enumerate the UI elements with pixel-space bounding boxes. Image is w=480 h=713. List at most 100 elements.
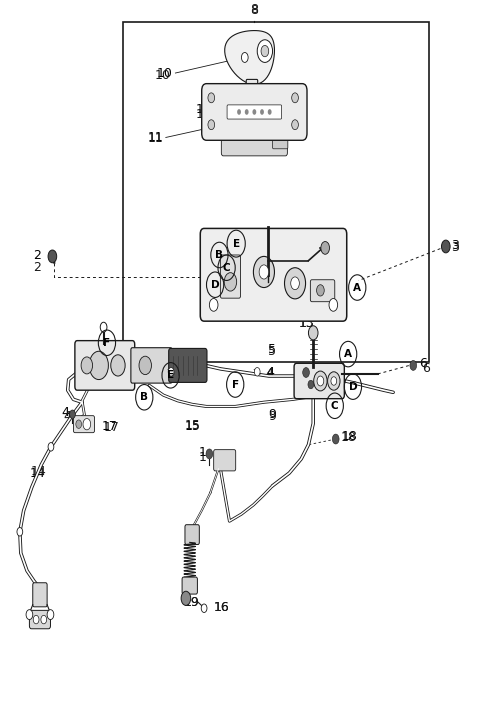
FancyBboxPatch shape — [311, 279, 335, 302]
Circle shape — [309, 326, 318, 340]
FancyBboxPatch shape — [131, 348, 172, 383]
Circle shape — [321, 242, 329, 255]
Text: F: F — [232, 379, 239, 389]
Circle shape — [303, 367, 310, 377]
Text: 12: 12 — [195, 108, 211, 120]
Circle shape — [26, 610, 33, 620]
Circle shape — [308, 380, 314, 389]
FancyBboxPatch shape — [227, 105, 282, 119]
Text: 18: 18 — [340, 431, 356, 444]
Text: 13: 13 — [299, 317, 315, 330]
Text: 18: 18 — [341, 430, 357, 443]
Circle shape — [245, 109, 249, 115]
FancyBboxPatch shape — [182, 577, 197, 594]
Text: 10: 10 — [157, 66, 173, 80]
FancyBboxPatch shape — [33, 583, 47, 607]
Text: C: C — [223, 262, 230, 272]
Circle shape — [292, 93, 299, 103]
Circle shape — [259, 265, 269, 279]
FancyBboxPatch shape — [73, 416, 95, 433]
Text: 15: 15 — [184, 420, 200, 433]
FancyBboxPatch shape — [200, 228, 347, 321]
Text: B: B — [140, 392, 148, 402]
Circle shape — [241, 53, 248, 63]
Text: 2: 2 — [34, 261, 41, 275]
FancyBboxPatch shape — [246, 79, 258, 94]
Text: 2: 2 — [34, 249, 41, 262]
Circle shape — [168, 367, 174, 376]
Circle shape — [252, 109, 256, 115]
Circle shape — [76, 420, 82, 429]
Circle shape — [331, 376, 336, 385]
Circle shape — [291, 277, 300, 289]
Text: 19: 19 — [183, 596, 199, 609]
Circle shape — [100, 322, 107, 332]
Text: A: A — [353, 282, 361, 292]
Text: 14: 14 — [30, 465, 46, 478]
Text: 4: 4 — [64, 410, 72, 423]
Text: 7: 7 — [218, 454, 227, 468]
Circle shape — [89, 352, 108, 379]
Circle shape — [253, 257, 275, 287]
FancyBboxPatch shape — [29, 610, 50, 629]
Circle shape — [329, 299, 337, 312]
FancyBboxPatch shape — [221, 129, 288, 156]
Text: 6: 6 — [422, 362, 430, 376]
Text: 15: 15 — [184, 419, 200, 431]
Circle shape — [48, 443, 54, 451]
Circle shape — [209, 299, 218, 312]
Circle shape — [208, 120, 215, 130]
Text: D: D — [348, 381, 357, 391]
Text: 5: 5 — [268, 345, 276, 358]
Circle shape — [268, 109, 272, 115]
Text: F: F — [103, 338, 110, 348]
Circle shape — [83, 419, 91, 430]
Text: 4: 4 — [61, 406, 69, 419]
Text: 9: 9 — [268, 410, 276, 423]
Circle shape — [261, 46, 269, 57]
Text: 3: 3 — [451, 242, 458, 255]
Circle shape — [33, 615, 39, 624]
Circle shape — [48, 250, 57, 263]
Text: 8: 8 — [251, 4, 258, 17]
Polygon shape — [225, 31, 275, 84]
Circle shape — [201, 604, 207, 612]
Circle shape — [208, 93, 215, 103]
Text: 5: 5 — [268, 344, 276, 356]
Circle shape — [317, 284, 324, 296]
FancyBboxPatch shape — [202, 83, 307, 140]
Circle shape — [254, 367, 260, 376]
Circle shape — [442, 240, 450, 253]
Text: 16: 16 — [214, 601, 230, 614]
Circle shape — [314, 371, 327, 391]
Circle shape — [181, 591, 191, 605]
Circle shape — [206, 449, 213, 459]
Text: 7: 7 — [219, 449, 227, 463]
Circle shape — [410, 361, 417, 370]
Bar — [123, 22, 429, 362]
Text: 8: 8 — [251, 4, 258, 16]
Circle shape — [17, 528, 23, 536]
Text: 1: 1 — [199, 446, 206, 459]
FancyBboxPatch shape — [75, 341, 135, 390]
Text: 13: 13 — [299, 317, 315, 330]
Circle shape — [285, 267, 306, 299]
Text: 17: 17 — [104, 421, 120, 434]
Circle shape — [41, 615, 47, 624]
Circle shape — [332, 434, 339, 444]
Text: E: E — [167, 370, 174, 380]
Circle shape — [224, 272, 237, 291]
Text: E: E — [233, 239, 240, 249]
Circle shape — [260, 109, 264, 115]
Text: 17: 17 — [101, 420, 117, 433]
FancyBboxPatch shape — [185, 525, 199, 545]
FancyBboxPatch shape — [168, 349, 207, 382]
Text: 11: 11 — [148, 133, 163, 145]
Circle shape — [292, 120, 299, 130]
Text: 9: 9 — [268, 409, 276, 421]
Circle shape — [81, 357, 93, 374]
Circle shape — [47, 610, 54, 620]
FancyBboxPatch shape — [214, 450, 236, 471]
Circle shape — [70, 410, 75, 419]
Text: 4: 4 — [265, 367, 274, 381]
